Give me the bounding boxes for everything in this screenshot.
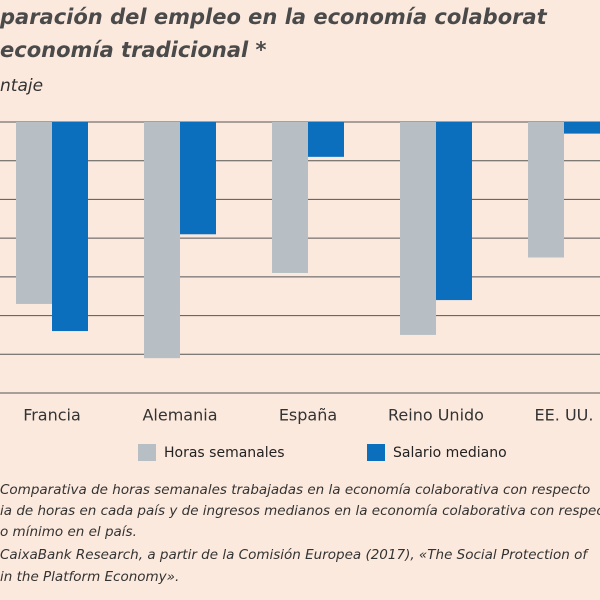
legend-swatch [367,444,385,461]
bar [564,122,600,134]
bar [400,122,436,335]
note: ia de horas en cada país y de ingresos m… [0,503,600,519]
bar [308,122,344,157]
note: in the Platform Economy». [0,569,179,585]
bar [436,122,472,301]
chart-title: paración del empleo en la economía colab… [0,5,548,29]
note: CaixaBank Research, a partir de la Comis… [0,547,589,563]
bar [144,122,180,359]
chart-subtitle: ntaje [0,76,43,96]
note: Comparativa de horas semanales trabajada… [0,482,590,498]
x-tick-label: EE. UU. [535,406,594,425]
x-tick-label: Francia [23,406,81,425]
x-tick-label: Alemania [142,406,217,425]
bar [16,122,52,304]
chart-title-line2: economía tradicional * [0,38,267,62]
bar [528,122,564,258]
legend-swatch [138,444,156,461]
legend-label: Horas semanales [164,445,285,461]
x-tick-label: España [279,406,337,425]
x-tick-label: Reino Unido [388,406,484,425]
bar [52,122,88,332]
note: o mínimo en el país. [0,524,137,540]
bar [272,122,308,273]
legend-label: Salario mediano [393,445,507,461]
bar [180,122,216,235]
